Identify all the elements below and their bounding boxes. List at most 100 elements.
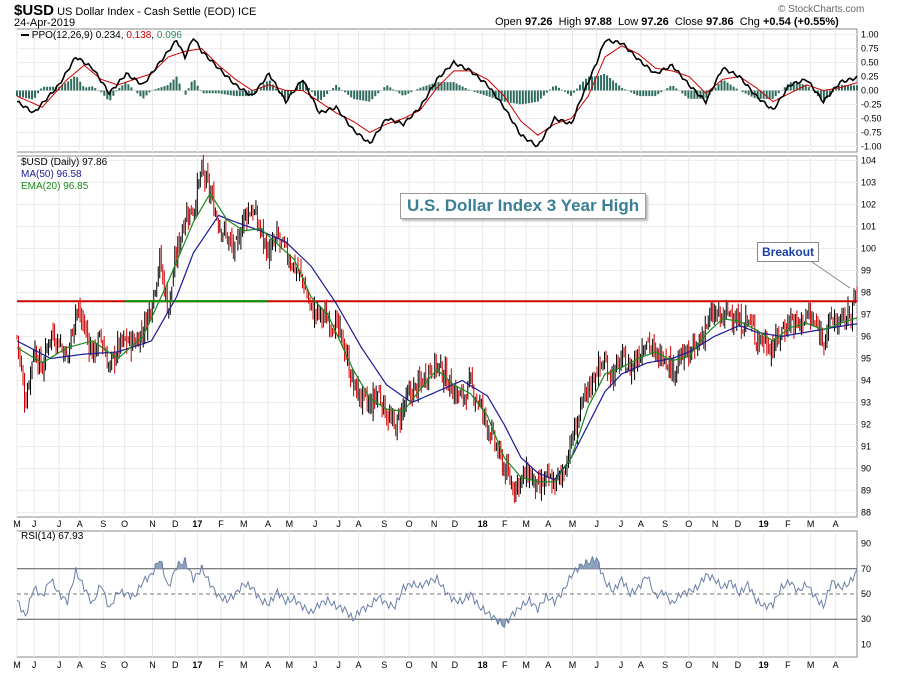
x-tick-label: J	[336, 519, 341, 529]
x-tick-label: S	[381, 519, 387, 529]
ema20-line	[16, 192, 858, 483]
title-annotation: U.S. Dollar Index 3 Year High	[400, 193, 647, 219]
rsi-legend-value: 67.93	[58, 531, 84, 542]
x-tick-label: M	[13, 519, 21, 529]
price-tick-label: 97	[861, 309, 871, 319]
x-tick-label: A	[356, 660, 362, 670]
ppo-tick-label: -0.50	[861, 113, 882, 123]
x-tick-label: M	[13, 660, 21, 670]
breakout-pointer	[811, 261, 851, 289]
x-tick-label: M	[522, 660, 530, 670]
price-legend: $USD (Daily) 97.86 MA(50) 96.58 EMA(20) …	[21, 157, 107, 193]
rsi-tick-label: 90	[861, 539, 871, 549]
x-tick-label: M	[522, 519, 530, 529]
price-tick-label: 95	[861, 354, 871, 364]
x-tick-label: 18	[478, 519, 488, 529]
x-tick-label: J	[57, 660, 62, 670]
ppo-line	[16, 37, 858, 148]
date-label: 24-Apr-2019	[14, 17, 76, 29]
x-tick-label: 17	[192, 660, 202, 670]
price-tick-label: 93	[861, 398, 871, 408]
x-tick-label: S	[100, 519, 106, 529]
x-tick-label: F	[502, 660, 508, 670]
x-tick-label: 19	[759, 660, 769, 670]
x-tick-label: N	[149, 519, 156, 529]
breakout-annotation: Breakout	[757, 242, 820, 262]
x-tick-label: O	[121, 660, 128, 670]
rsi-tick-label: 50	[861, 589, 871, 599]
price-tick-label: 103	[861, 177, 876, 187]
ppo-signal-value: 0.138	[126, 30, 152, 41]
x-tick-label: D	[172, 519, 179, 529]
x-tick-label: F	[218, 660, 224, 670]
watermark: © StockCharts.com	[778, 4, 865, 15]
x-tick-label: F	[785, 519, 791, 529]
x-tick-label: J	[619, 519, 624, 529]
ppo-tick-label: 1.00	[861, 30, 879, 40]
high-value: 97.88	[584, 16, 612, 28]
x-tick-label: A	[265, 660, 271, 670]
ma50-legend: MA(50) 96.58	[21, 169, 82, 180]
x-tick-label: S	[662, 660, 668, 670]
x-tick-label: 17	[192, 519, 202, 529]
rsi-tick-label: 70	[861, 564, 871, 574]
price-tick-label: 98	[861, 287, 871, 297]
symbol-label: $USD	[14, 2, 55, 19]
x-tick-label: J	[619, 660, 624, 670]
price-tick-label: 104	[861, 155, 876, 165]
ema20-legend: EMA(20) 96.85	[21, 181, 89, 192]
x-tick-label: S	[381, 660, 387, 670]
x-tick-label: J	[313, 660, 318, 670]
x-tick-label: M	[569, 660, 577, 670]
exchange-label: ICE	[238, 6, 257, 18]
x-tick-label: F	[502, 519, 508, 529]
ppo-tick-label: -0.25	[861, 99, 882, 109]
rsi-legend-name: RSI(14)	[21, 531, 56, 542]
change-value: +0.54 (+0.55%)	[762, 16, 839, 28]
ppo-legend-value: 0.234	[95, 30, 121, 41]
ppo-legend-name: PPO(12,26,9)	[31, 30, 93, 41]
price-tick-label: 88	[861, 508, 871, 518]
x-tick-label: O	[685, 660, 692, 670]
chart-header: $USD US Dollar Index - Cash Settle (EOD)…	[14, 2, 256, 19]
x-tick-label: A	[265, 519, 271, 529]
x-tick-label: M	[240, 519, 248, 529]
x-tick-label: N	[149, 660, 156, 670]
price-tick-label: 90	[861, 464, 871, 474]
x-tick-label: M	[286, 660, 294, 670]
x-tick-label: S	[100, 660, 106, 670]
x-tick-label: O	[406, 519, 413, 529]
price-tick-label: 92	[861, 420, 871, 430]
x-tick-label: N	[431, 660, 438, 670]
ppo-tick-label: 0.00	[861, 86, 879, 96]
x-tick-label: A	[545, 519, 551, 529]
x-tick-label: F	[218, 519, 224, 529]
low-label: Low	[617, 16, 639, 28]
price-tick-label: 91	[861, 442, 871, 452]
rsi-tick-label: 30	[861, 614, 871, 624]
x-tick-label: A	[545, 660, 551, 670]
x-tick-label: J	[32, 660, 37, 670]
ppo-tick-label: 0.50	[861, 58, 879, 68]
x-tick-label: A	[77, 519, 83, 529]
ppo-tick-label: -1.00	[861, 141, 882, 151]
x-tick-label: J	[32, 519, 37, 529]
low-value: 97.26	[641, 16, 669, 28]
x-tick-label: O	[406, 660, 413, 670]
price-tick-label: 94	[861, 376, 871, 386]
x-tick-label: D	[452, 660, 459, 670]
x-tick-label: J	[594, 519, 599, 529]
x-tick-label: M	[807, 660, 815, 670]
rsi-line	[16, 555, 858, 629]
x-tick-label: O	[685, 519, 692, 529]
ppo-legend-icon	[21, 34, 29, 37]
x-tick-label: N	[712, 519, 719, 529]
x-tick-label: M	[240, 660, 248, 670]
x-tick-label: J	[594, 660, 599, 670]
ppo-tick-label: 0.75	[861, 44, 879, 54]
ppo-tick-label: 0.25	[861, 72, 879, 82]
x-tick-label: O	[121, 519, 128, 529]
ppo-signal-line	[16, 45, 858, 136]
price-tick-label: 96	[861, 332, 871, 342]
price-tick-label: 100	[861, 243, 876, 253]
